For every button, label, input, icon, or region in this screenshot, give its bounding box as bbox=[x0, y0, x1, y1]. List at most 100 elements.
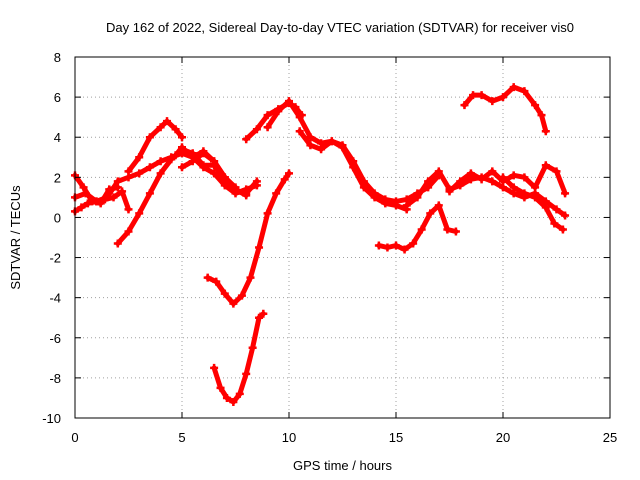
data-point bbox=[199, 149, 208, 158]
data-point bbox=[374, 241, 383, 250]
data-point bbox=[178, 143, 186, 152]
data-point bbox=[327, 137, 336, 146]
data-point bbox=[561, 211, 570, 220]
data-point bbox=[509, 83, 518, 92]
data-point bbox=[402, 201, 411, 210]
y-tick-label: -4 bbox=[49, 291, 61, 306]
y-tick-label: -10 bbox=[42, 411, 61, 426]
data-point bbox=[118, 187, 127, 196]
series-arc-14 bbox=[402, 167, 570, 220]
data-point bbox=[488, 167, 497, 176]
data-point bbox=[552, 205, 561, 214]
data-point bbox=[460, 101, 469, 110]
series-arc-16 bbox=[499, 173, 567, 234]
data-point bbox=[477, 175, 486, 184]
x-tick-label: 25 bbox=[603, 430, 617, 445]
data-point bbox=[203, 273, 212, 282]
data-point bbox=[541, 127, 550, 136]
data-point bbox=[220, 289, 229, 298]
data-point bbox=[231, 183, 240, 192]
data-point bbox=[252, 177, 261, 186]
x-tick-label: 0 bbox=[71, 430, 78, 445]
series-arc-12 bbox=[295, 127, 411, 214]
y-tick-label: 2 bbox=[54, 170, 61, 185]
data-point bbox=[156, 169, 165, 178]
data-point bbox=[272, 189, 281, 198]
series-arc-8 bbox=[203, 169, 293, 308]
data-point bbox=[561, 189, 570, 198]
data-point bbox=[212, 277, 221, 286]
data-point bbox=[541, 161, 550, 170]
data-point bbox=[242, 135, 251, 144]
data-point bbox=[392, 201, 400, 210]
chart-title: Day 162 of 2022, Sidereal Day-to-day VTE… bbox=[106, 20, 574, 35]
data-point bbox=[280, 175, 289, 184]
data-point bbox=[417, 225, 426, 234]
series-arc-13 bbox=[374, 201, 460, 254]
data-point bbox=[469, 91, 478, 100]
data-point bbox=[156, 123, 165, 132]
data-point bbox=[210, 157, 219, 166]
data-point bbox=[434, 167, 443, 176]
data-point bbox=[409, 239, 418, 248]
data-point bbox=[145, 189, 154, 198]
data-point bbox=[488, 177, 497, 186]
data-point bbox=[229, 299, 238, 308]
data-point bbox=[113, 177, 122, 186]
data-point bbox=[210, 363, 219, 372]
data-point bbox=[426, 209, 435, 218]
series-line bbox=[72, 150, 260, 204]
series-arc-17 bbox=[460, 83, 550, 136]
data-point bbox=[509, 171, 518, 180]
x-tick-label: 10 bbox=[282, 430, 296, 445]
data-point bbox=[171, 151, 180, 160]
data-point bbox=[252, 125, 261, 134]
data-point bbox=[285, 97, 293, 106]
data-point bbox=[81, 189, 90, 198]
data-point bbox=[77, 203, 86, 212]
data-point bbox=[531, 193, 540, 202]
data-point bbox=[124, 227, 133, 236]
data-point bbox=[263, 111, 272, 120]
data-point bbox=[541, 203, 550, 212]
series-line bbox=[404, 168, 568, 218]
series-arc-9 bbox=[210, 309, 268, 406]
data-point bbox=[509, 183, 518, 192]
data-point bbox=[550, 219, 559, 228]
data-point bbox=[477, 91, 486, 100]
data-point bbox=[178, 163, 186, 172]
series-group bbox=[71, 83, 570, 406]
grid bbox=[75, 57, 610, 418]
x-tick-label: 5 bbox=[178, 430, 185, 445]
data-point bbox=[434, 201, 443, 210]
series-arc-11 bbox=[263, 97, 443, 206]
series-line bbox=[376, 202, 459, 252]
data-point bbox=[456, 177, 465, 186]
data-point bbox=[171, 125, 180, 134]
data-point bbox=[381, 199, 390, 208]
data-point bbox=[499, 93, 507, 102]
y-tick-label: -8 bbox=[49, 371, 61, 386]
data-point bbox=[220, 173, 229, 182]
series-arc-7 bbox=[178, 149, 240, 192]
data-point bbox=[520, 189, 529, 198]
y-tick-label: 4 bbox=[54, 130, 61, 145]
data-point bbox=[145, 133, 154, 142]
x-tick-label: 15 bbox=[389, 430, 403, 445]
data-point bbox=[259, 309, 268, 318]
data-point bbox=[103, 193, 112, 202]
data-point bbox=[424, 177, 433, 186]
data-point bbox=[370, 193, 379, 202]
y-tick-label: 8 bbox=[54, 50, 61, 65]
data-point bbox=[552, 167, 561, 176]
data-point bbox=[235, 389, 244, 398]
data-point bbox=[317, 145, 326, 154]
data-point bbox=[255, 243, 264, 252]
data-point bbox=[246, 273, 255, 282]
data-point bbox=[242, 189, 251, 198]
data-point bbox=[338, 143, 347, 152]
y-tick-label: -6 bbox=[49, 331, 61, 346]
data-point bbox=[531, 101, 540, 110]
data-point bbox=[83, 199, 92, 208]
data-point bbox=[443, 225, 452, 234]
